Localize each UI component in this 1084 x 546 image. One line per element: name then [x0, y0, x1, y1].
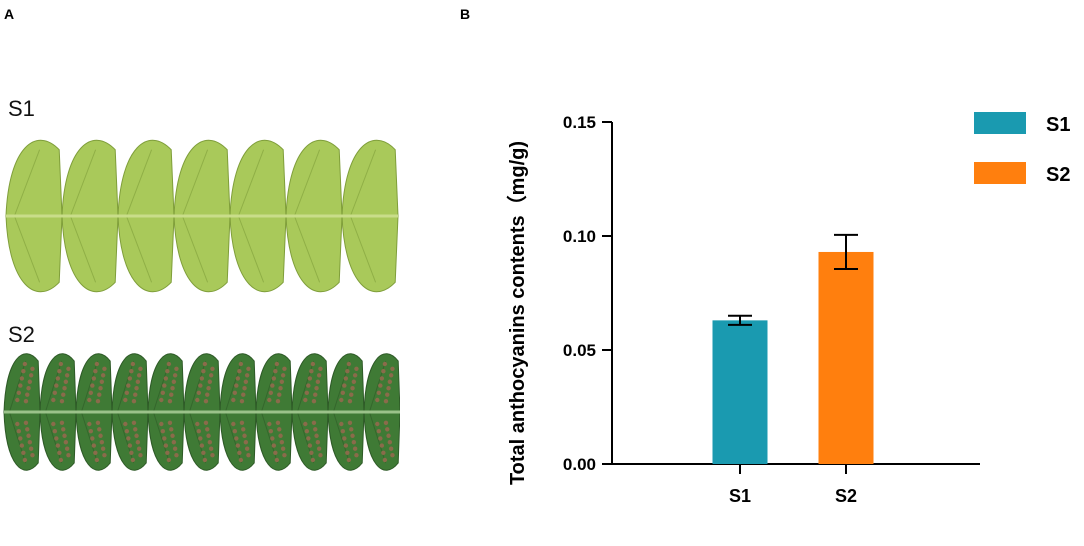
legend-item-s2: S2 [974, 162, 1070, 186]
legend-swatch [974, 162, 1026, 184]
y-tick-label: 0.15 [563, 113, 596, 132]
error-bar-s1 [728, 314, 752, 326]
panel-a-photos: A S1 S2 [0, 0, 400, 541]
y-axis-title: Total anthocyanins contents（mg/g) [506, 141, 529, 485]
panel-b-label: B [460, 6, 471, 22]
legend-label: S1 [1046, 114, 1070, 136]
x-tick-label-s1: S1 [729, 486, 751, 506]
legend-item-s1: S1 [974, 112, 1070, 136]
photo-label-s2: S2 [8, 322, 35, 347]
leaf-s1-photo [5, 139, 399, 293]
y-tick-label: 0.00 [563, 455, 596, 474]
panel-a-label: A [4, 6, 15, 22]
leaf-s1-frond [5, 139, 399, 293]
y-axis: 0.00 0.05 0.10 0.15 [563, 113, 613, 474]
bar-s2 [818, 251, 874, 464]
y-tick-label: 0.05 [563, 341, 596, 360]
legend-swatch [974, 112, 1026, 134]
y-tick-label: 0.10 [563, 227, 596, 246]
error-bar-s2 [834, 233, 858, 271]
leaf-s2-photo [3, 353, 400, 471]
bar-chart: Total anthocyanins contents（mg/g) 0.000.… [506, 112, 1070, 506]
legend-label: S2 [1046, 164, 1070, 186]
x-tick-label-s2: S2 [835, 486, 857, 506]
bar-s1 [712, 320, 768, 464]
leaf-s2-frond [3, 353, 400, 471]
legend: S1 S2 [974, 112, 1070, 186]
photo-label-s1: S1 [8, 96, 35, 121]
bars [712, 233, 874, 464]
x-axis: S1 S2 [612, 463, 980, 506]
panel-b-chart: B Total anthocyanins contents（mg/g) 0.00… [460, 0, 1084, 541]
